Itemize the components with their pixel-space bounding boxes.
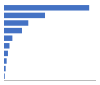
bar (4, 66, 6, 71)
bar (4, 43, 9, 48)
bar (4, 13, 45, 18)
bar (4, 35, 12, 40)
bar (4, 58, 7, 63)
bar (4, 28, 22, 33)
bar (4, 73, 5, 78)
bar (4, 5, 89, 10)
bars (4, 5, 89, 79)
bar (4, 20, 28, 25)
chart-svg (0, 0, 100, 85)
x-axis-line (4, 80, 96, 81)
bar (4, 51, 8, 56)
chart-container (0, 0, 100, 85)
